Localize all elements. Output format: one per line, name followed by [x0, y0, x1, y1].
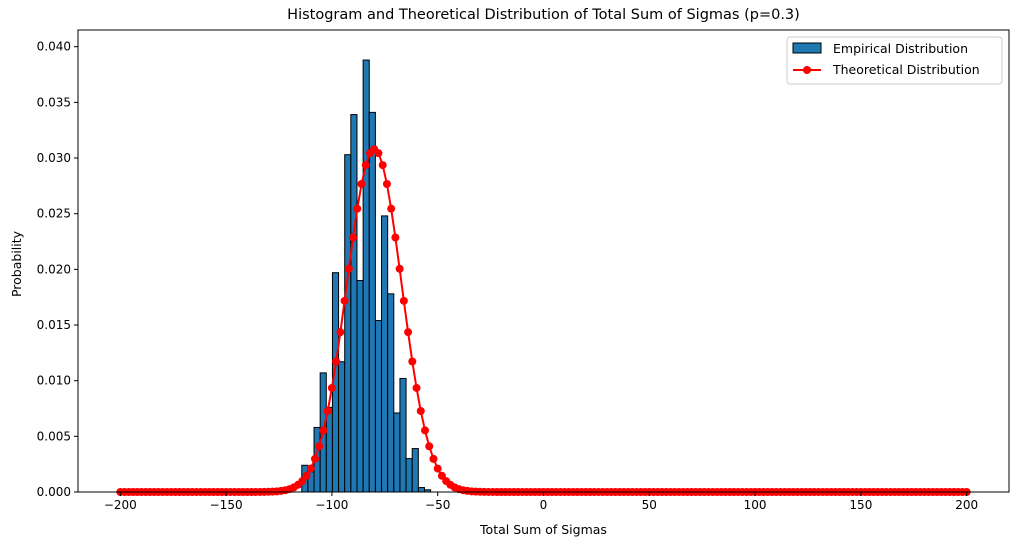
theoretical-point-67: [399, 296, 408, 305]
plot-area: [77, 29, 1010, 496]
theoretical-point-52: [336, 328, 345, 337]
y-tick-label: 0.005: [37, 429, 71, 443]
histogram-bar-4: [325, 406, 333, 493]
x-axis-label: Total Sum of Sigmas: [479, 522, 607, 537]
theoretical-point-53: [340, 296, 349, 305]
theoretical-point-58: [361, 161, 370, 170]
chart-title: Histogram and Theoretical Distribution o…: [287, 7, 800, 23]
histogram-bar-7: [344, 154, 352, 493]
legend-box: [786, 36, 1003, 85]
x-tick-label: −200: [104, 498, 137, 512]
histogram-bar-15: [393, 412, 401, 493]
legend: Empirical Distribution Theoretical Distri…: [786, 36, 1003, 85]
x-tick-label: −150: [210, 498, 243, 512]
y-tick-label: 0.040: [37, 40, 71, 54]
theoretical-point-61: [374, 149, 383, 158]
theoretical-point-71: [416, 407, 425, 416]
theoretical-point-65: [391, 233, 400, 242]
x-tick-label: 200: [955, 498, 978, 512]
theoretical-point-73: [425, 442, 434, 451]
y-tick-label: 0.000: [37, 485, 71, 499]
plot-frame: [77, 29, 1010, 493]
legend-marker-theoretical: [803, 66, 811, 74]
theoretical-point-72: [421, 426, 430, 435]
theoretical-point-64: [387, 204, 396, 213]
theoretical-point-51: [332, 357, 341, 366]
y-tick-label: 0.030: [37, 151, 71, 165]
x-tick-label: −50: [425, 498, 450, 512]
theoretical-point-68: [404, 328, 413, 337]
theoretical-point-75: [433, 464, 442, 473]
x-tick-label: 150: [849, 498, 872, 512]
y-axis-label: Probability: [9, 230, 24, 297]
histogram-bar-6: [338, 361, 346, 493]
theoretical-point-47: [315, 442, 324, 451]
x-tick-label: 50: [642, 498, 657, 512]
y-tick-label: 0.035: [37, 95, 71, 109]
histogram-bar-14: [387, 293, 395, 493]
y-tick-label: 0.010: [37, 374, 71, 388]
theoretical-point-46: [310, 454, 319, 463]
theoretical-point-66: [395, 264, 404, 273]
histogram-bar-17: [405, 458, 413, 493]
theoretical-point-57: [357, 180, 366, 189]
x-tick-label: −100: [315, 498, 348, 512]
theoretical-point-63: [382, 180, 391, 189]
theoretical-line: [120, 147, 967, 493]
y-tick-label: 0.015: [37, 318, 71, 332]
theoretical-point-50: [327, 383, 336, 392]
theoretical-point-69: [408, 357, 417, 366]
y-tick-label: 0.020: [37, 262, 71, 276]
theoretical-point-74: [429, 454, 438, 463]
theoretical-point-70: [412, 383, 421, 392]
legend-label-theoretical: Theoretical Distribution: [832, 62, 980, 77]
theoretical-point-48: [319, 426, 328, 435]
legend-swatch-empirical: [792, 42, 822, 54]
theoretical-point-62: [378, 161, 387, 170]
theoretical-point-54: [344, 264, 353, 273]
y-axis: 0.000 0.005 0.010 0.015 0.020 0.025 0.030 0.035…: [37, 40, 78, 499]
theoretical-point-56: [353, 204, 362, 213]
histogram-bar-12: [374, 320, 383, 493]
x-axis: −200 −150 −100 −50 0 50 100 150 200: [104, 492, 978, 512]
histogram-bar-9: [356, 279, 364, 493]
y-tick-label: 0.025: [37, 207, 71, 221]
histogram-bar-18: [411, 448, 419, 493]
x-tick-label: 100: [744, 498, 767, 512]
histogram-bar-13: [381, 215, 389, 493]
histogram-bar-16: [399, 377, 407, 493]
x-tick-label: 0: [540, 498, 548, 512]
legend-label-empirical: Empirical Distribution: [833, 41, 968, 56]
histogram-bar-8: [350, 114, 358, 493]
histogram-bar-19: [417, 487, 425, 493]
histogram-bar-11: [368, 111, 376, 493]
theoretical-point-44: [302, 471, 311, 480]
theoretical-point-45: [306, 464, 315, 473]
theoretical-point-55: [349, 233, 358, 242]
theoretical-point-49: [323, 407, 332, 416]
histogram-bar-10: [362, 59, 370, 493]
